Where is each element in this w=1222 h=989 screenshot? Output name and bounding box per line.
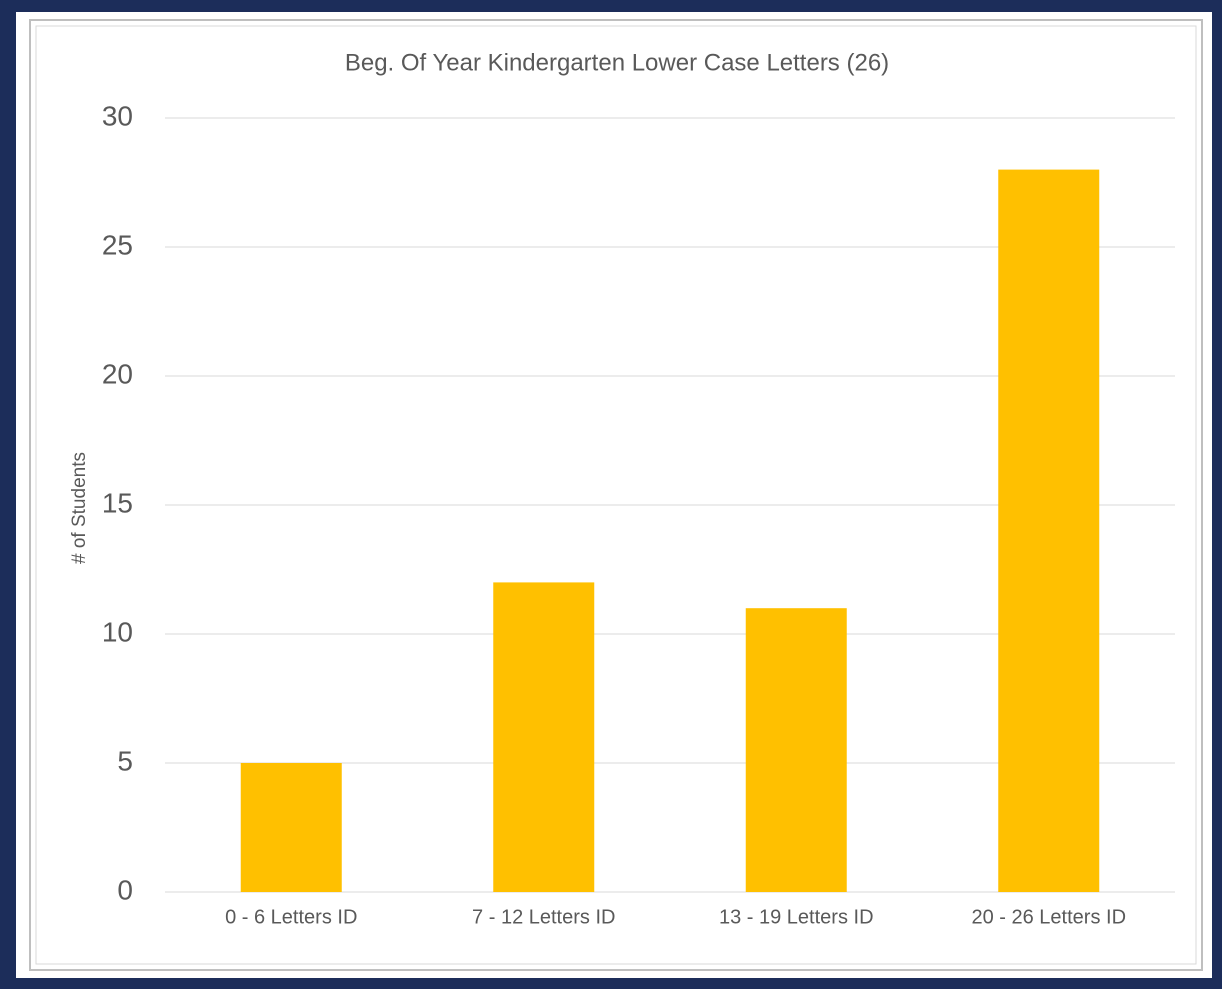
x-tick-label: 20 - 26 Letters ID: [971, 906, 1126, 928]
y-tick-label: 5: [117, 745, 133, 776]
x-tick-label: 7 - 12 Letters ID: [472, 906, 615, 928]
y-tick-label: 30: [102, 100, 133, 131]
y-tick-label: 20: [102, 358, 133, 389]
y-tick-label: 0: [117, 874, 133, 905]
y-tick-label: 15: [102, 487, 133, 518]
inner-frame: [29, 19, 1203, 971]
bar: [745, 608, 847, 892]
bar: [998, 169, 1100, 893]
bar: [493, 582, 595, 892]
x-tick-label: 0 - 6 Letters ID: [225, 906, 357, 928]
chart-border: [35, 25, 1197, 965]
bar: [240, 763, 342, 892]
y-tick-label: 25: [102, 229, 133, 260]
y-axis-label: # of Students: [69, 452, 90, 564]
chart-title: Beg. Of Year Kindergarten Lower Case Let…: [345, 49, 889, 76]
x-tick-label: 13 - 19 Letters ID: [719, 906, 874, 928]
y-tick-label: 10: [102, 616, 133, 647]
